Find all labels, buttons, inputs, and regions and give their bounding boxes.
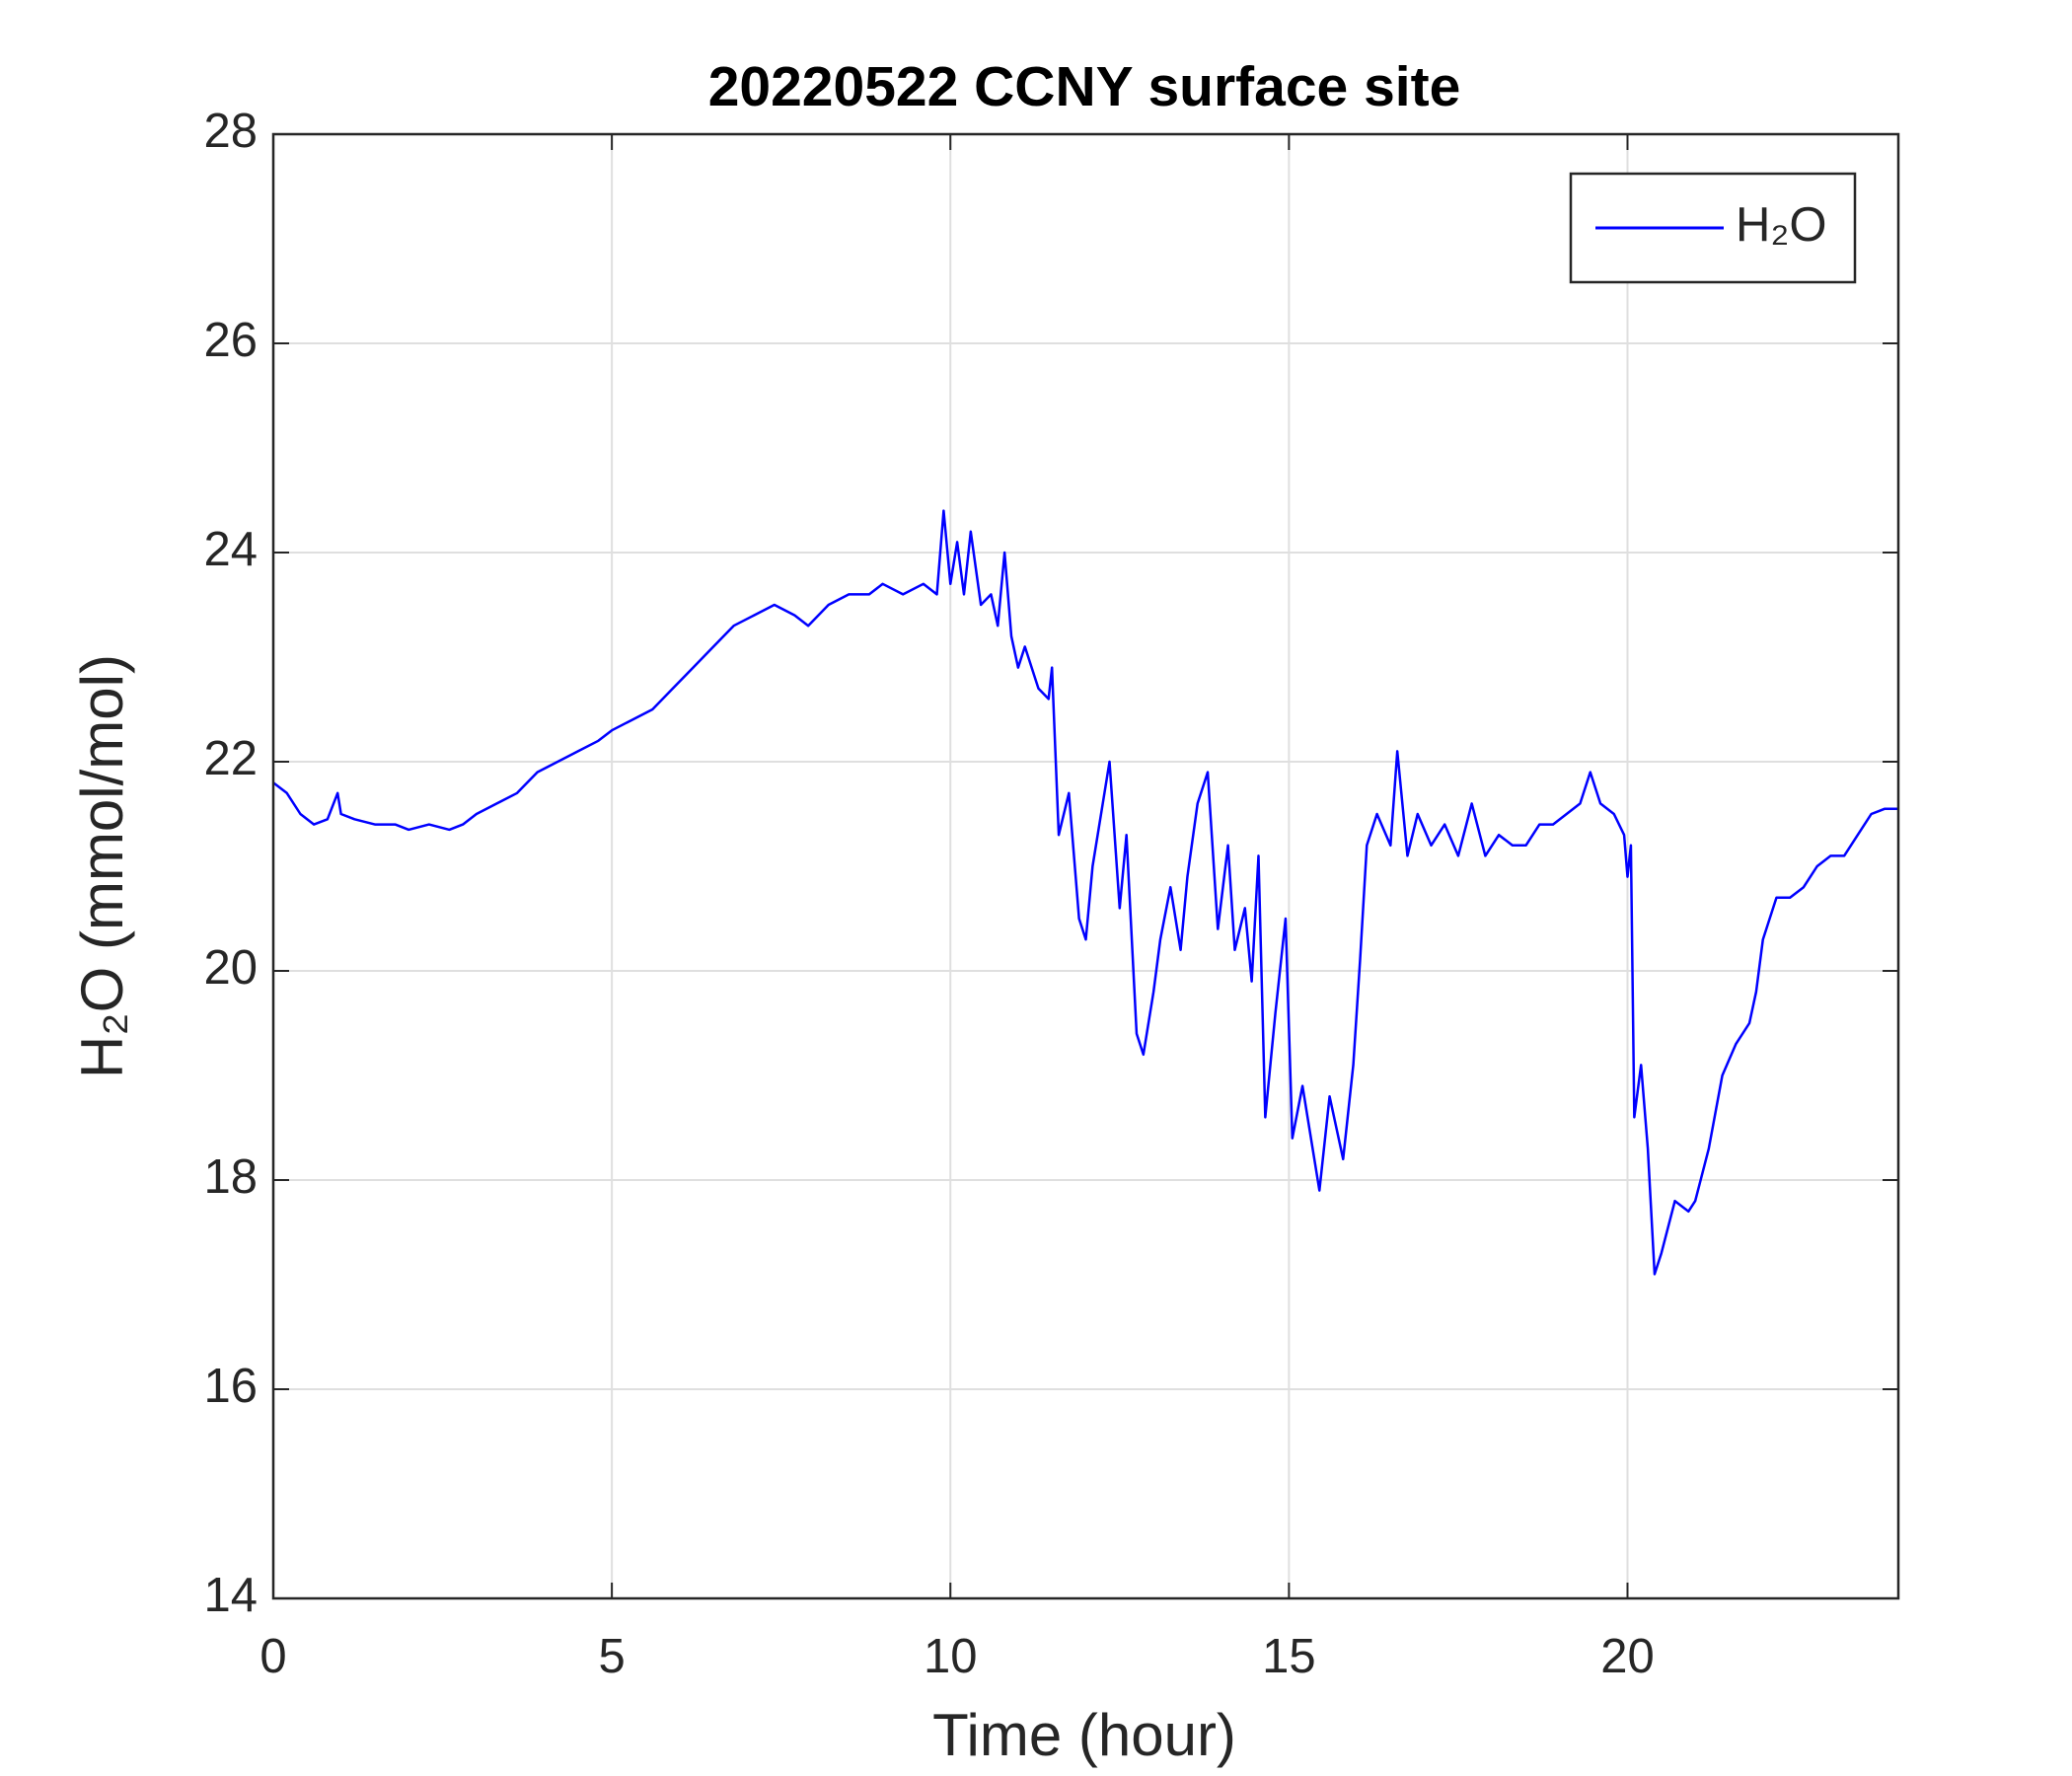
y-tick-label: 22 [203, 732, 258, 785]
data-line [272, 509, 1898, 1276]
x-tick-label: 15 [1262, 1630, 1316, 1683]
y-tick-label: 26 [203, 314, 258, 367]
y-tick-label: 14 [203, 1569, 258, 1622]
x-tick-label: 0 [259, 1630, 286, 1683]
y-tick-label: 18 [203, 1150, 258, 1204]
y-tick-label: 28 [203, 105, 258, 158]
y-axis-label: H₂O (mmol/mol) [69, 654, 135, 1078]
legend-label: H₂O [1736, 198, 1827, 252]
x-tick-label: 10 [924, 1630, 978, 1683]
y-tick-label: 24 [203, 523, 258, 576]
y-tick-label: 20 [203, 941, 258, 995]
y-tick-label: 16 [203, 1360, 258, 1413]
plot-frame [271, 132, 1900, 1600]
chart-title: 20220522 CCNY surface site [708, 55, 1461, 118]
x-tick-label: 20 [1600, 1630, 1655, 1683]
x-tick-label: 5 [598, 1630, 625, 1683]
x-axis-label: Time (hour) [932, 1702, 1236, 1768]
